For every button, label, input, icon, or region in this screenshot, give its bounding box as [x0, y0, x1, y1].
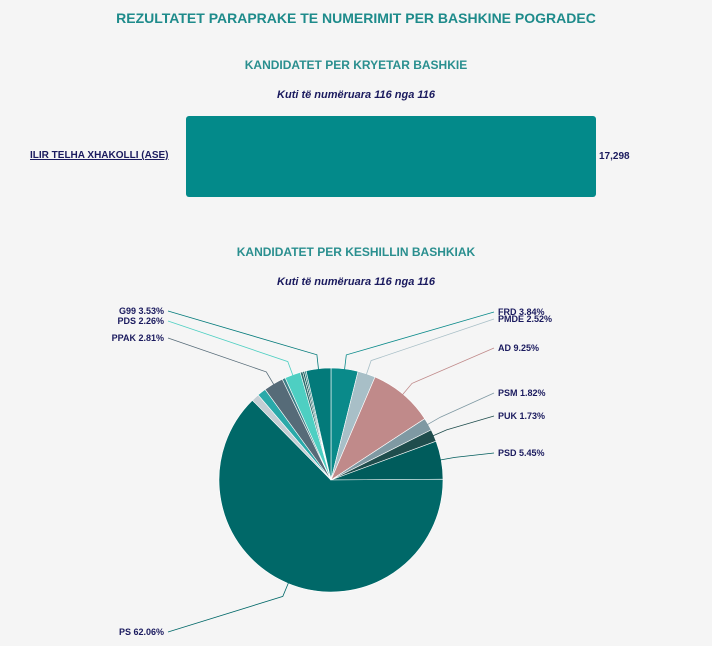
- pie-slice-label: PUK 1.73%: [498, 411, 545, 421]
- pie-leader-line: [167, 310, 320, 375]
- pie-slice-label: AD 9.25%: [498, 343, 539, 353]
- pie-leader-line: [343, 311, 495, 375]
- pie-slice-label: PSM 1.82%: [498, 388, 546, 398]
- mayor-chart-title: KANDIDATET PER KRYETAR BASHKIE: [244, 58, 468, 72]
- pie-leader-line: [167, 320, 296, 381]
- council-chart-subtitle: Kuti të numëruara 116 nga 116: [277, 276, 435, 288]
- pie-leader-line: [364, 318, 495, 380]
- pie-leader-line: [398, 347, 495, 400]
- pie-slice-label: PSD 5.45%: [498, 448, 545, 458]
- pie-slice-label: PDS 2.26%: [117, 316, 164, 326]
- page-title: REZULTATET PARAPRAKE TE NUMERIMIT PER BA…: [116, 10, 596, 26]
- pie-leader-line: [428, 415, 495, 439]
- candidate-link[interactable]: ILIR TELHA XHAKOLLI (ASE): [30, 150, 169, 161]
- pie-slice-label: PMDE 2.52%: [498, 314, 552, 324]
- council-chart-title: KANDIDATET PER KESHILLIN BASHKIAK: [236, 245, 476, 259]
- pie-slice-label: FRD 3.84%: [498, 307, 545, 317]
- pie-leader-line: [435, 452, 495, 462]
- mayor-chart-subtitle: Kuti të numëruara 116 nga 116: [277, 89, 435, 101]
- pie-leader-line: [167, 337, 277, 390]
- candidate-bar: [186, 116, 596, 197]
- pie-slice-label: G99 3.53%: [119, 306, 164, 316]
- pie-slice-label: PS 62.06%: [119, 627, 164, 637]
- pie-leader-line: [422, 392, 495, 428]
- candidate-bar-value: 17,298: [599, 151, 630, 162]
- pie-slice-label: PPAK 2.81%: [112, 333, 164, 343]
- pie-leader-line: [167, 577, 291, 633]
